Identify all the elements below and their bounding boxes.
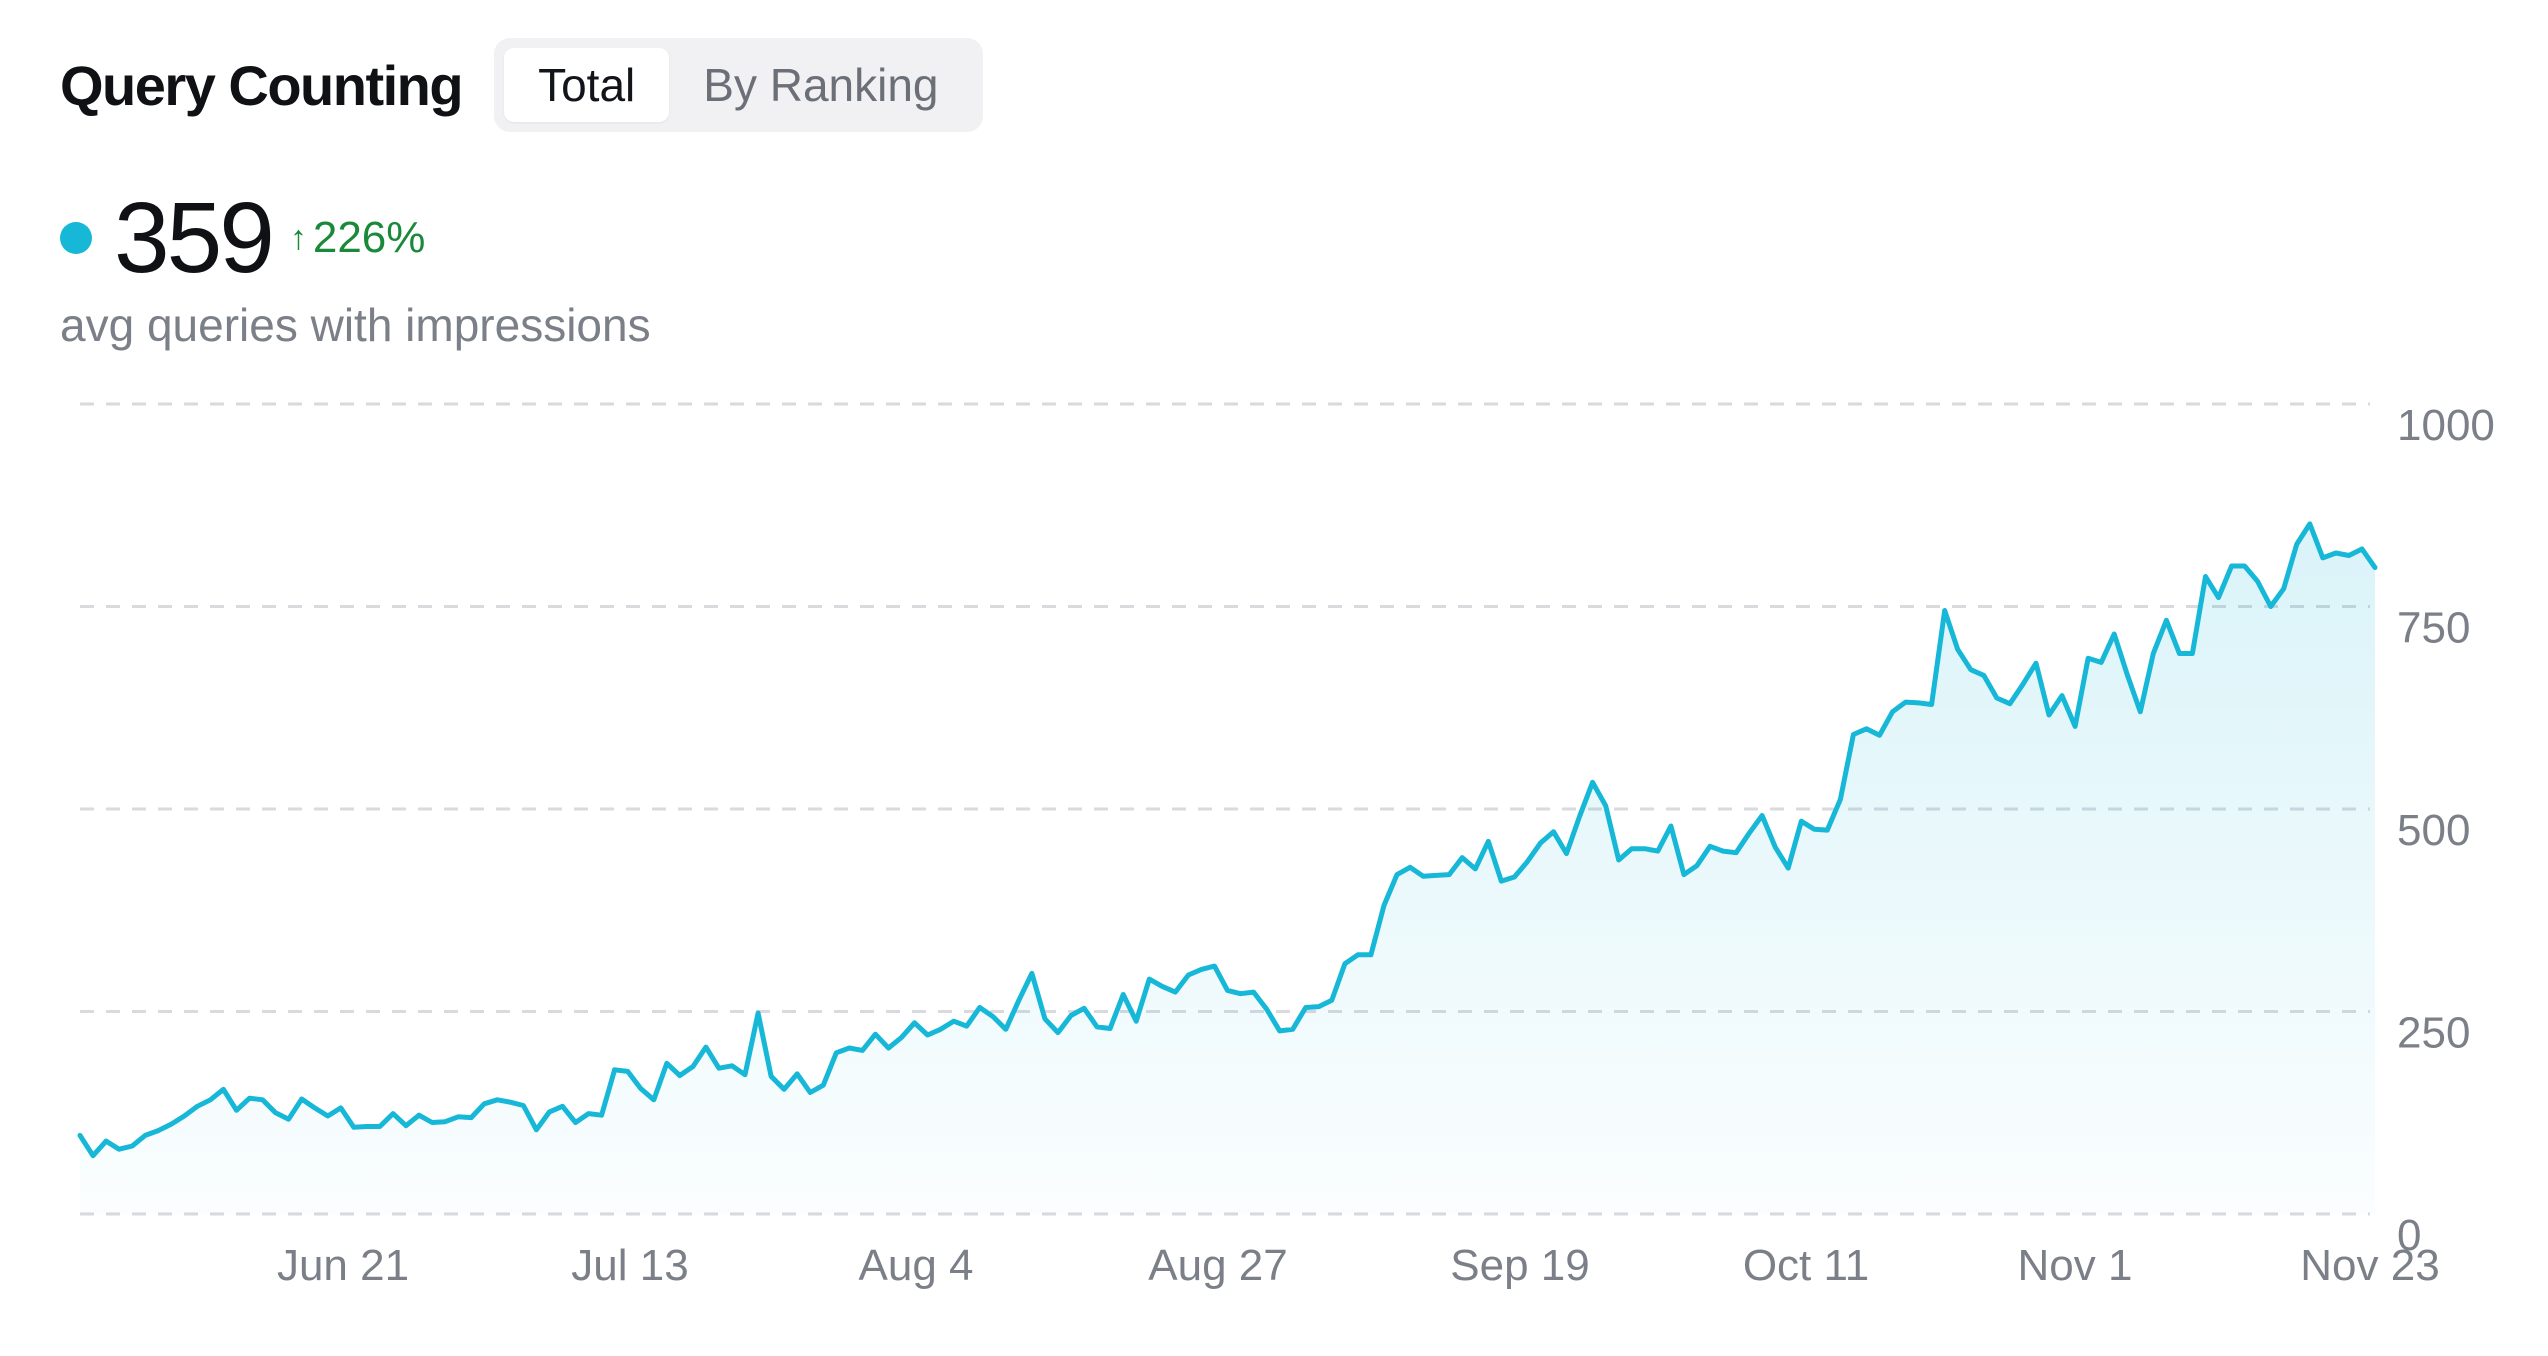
x-tick-label: Nov 23 <box>2300 1241 2439 1290</box>
series-color-dot <box>60 222 92 254</box>
y-tick-label: 750 <box>2397 604 2470 653</box>
x-tick-label: Nov 1 <box>2018 1241 2133 1290</box>
x-tick-label: Aug 4 <box>859 1241 974 1290</box>
y-tick-label: 250 <box>2397 1009 2470 1058</box>
metric-value: 359 <box>114 182 275 294</box>
metric-change: ↑ 226% <box>290 213 426 263</box>
metric-change-value: 226% <box>312 213 426 262</box>
chart-header: Query Counting Total By Ranking <box>60 28 983 142</box>
tab-by-ranking[interactable]: By Ranking <box>703 59 939 111</box>
series-line[interactable] <box>77 521 2378 1159</box>
arrow-up-icon: ↑ <box>289 218 307 257</box>
area-chart: 0 250 500 750 1000 Jun 21 Jul 13 Aug 4 Aug 27 Se… <box>77 401 2495 1290</box>
x-axis: Jun 21 Jul 13 Aug 4 Aug 27 Sep 19 Oct 11 Nov 1… <box>277 1241 2440 1290</box>
y-tick-label: 1000 <box>2397 401 2495 450</box>
y-axis: 0 250 500 750 1000 <box>2397 401 2495 1260</box>
series-layer <box>77 521 2378 1214</box>
x-tick-label: Sep 19 <box>1450 1241 1589 1290</box>
view-tabs: Total By Ranking <box>494 38 983 132</box>
metric-label: avg queries with impressions <box>60 299 651 351</box>
tab-total[interactable]: Total <box>504 48 670 122</box>
chart-title: Query Counting <box>60 53 464 117</box>
x-tick-label: Oct 11 <box>1743 1241 1869 1290</box>
metric-summary: 359 ↑ 226% <box>60 178 425 298</box>
series-area <box>80 523 2375 1214</box>
y-tick-label: 500 <box>2397 806 2470 855</box>
x-tick-label: Aug 27 <box>1148 1241 1287 1290</box>
x-tick-label: Jun 21 <box>277 1241 409 1290</box>
y-tick-label: 0 <box>2397 1211 2421 1260</box>
x-tick-label: Jul 13 <box>571 1241 688 1290</box>
